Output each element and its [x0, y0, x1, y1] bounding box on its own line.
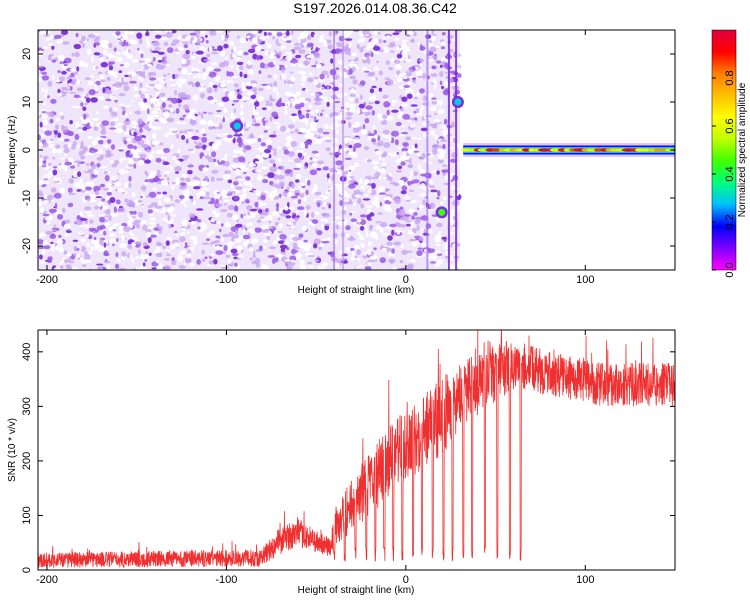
spectrogram-y-tick-label: 20: [21, 48, 33, 60]
snr-x-tick-label: -100: [215, 574, 237, 586]
spectrogram-y-tick-label: -10: [21, 190, 33, 206]
snr-panel: -200 -100 0 100 0 100 200 300 400 Height of stra…: [7, 329, 676, 596]
colorbar-tick-label: 0.2: [724, 214, 736, 229]
colorbar-tick-label: 0.4: [724, 166, 736, 181]
colorbar-gradient: [712, 30, 736, 270]
snr-axes: -200 -100 0 100 0 100 200 300 400: [21, 330, 675, 586]
snr-y-tick-label: 0: [21, 567, 33, 573]
colorbar-label: Normalized spectral amplitude: [737, 82, 748, 217]
spectrogram-x-label: Height of straight line (km): [298, 285, 415, 296]
colorbar: 0.0 0.2 0.4 0.6 0.8 Normalized spectral ampl…: [711, 29, 748, 278]
spectrogram-x-tick-label: 0: [403, 274, 409, 286]
spectrogram-x-tick-label: -200: [36, 274, 58, 286]
figure-title: S197.2026.014.08.36.C42: [293, 0, 457, 16]
spectrogram-y-label: Frequency (Hz): [7, 116, 18, 185]
spectrogram-x-tick-label: -100: [215, 274, 237, 286]
snr-frame: [37, 329, 676, 571]
snr-y-label: SNR (10 * v/v): [7, 418, 18, 482]
spectrogram-y-tick-label: 0: [21, 147, 33, 153]
snr-y-tick-label: 400: [21, 343, 33, 361]
snr-x-label: Height of straight line (km): [298, 585, 415, 596]
snr-y-tick-label: 200: [21, 452, 33, 470]
spectrogram-x-tick-label: 100: [576, 274, 594, 286]
snr-x-tick-label: 100: [576, 574, 594, 586]
spectrogram-y-tick-label: 10: [21, 96, 33, 108]
snr-series-line: [38, 330, 675, 569]
colorbar-axis: 0.0 0.2 0.4 0.6 0.8: [711, 29, 737, 278]
snr-y-tick-label: 100: [21, 506, 33, 524]
spectrogram-y-tick-label: -20: [21, 238, 33, 254]
colorbar-tick-label: 0.8: [724, 70, 736, 85]
colorbar-tick-label: 0.6: [724, 118, 736, 133]
spectrogram-content: [38, 30, 675, 270]
colorbar-tick-label: 0.0: [724, 262, 736, 277]
snr-x-tick-label: 0: [403, 574, 409, 586]
snr-y-tick-label: 300: [21, 397, 33, 415]
snr-x-tick-label: -200: [36, 574, 58, 586]
